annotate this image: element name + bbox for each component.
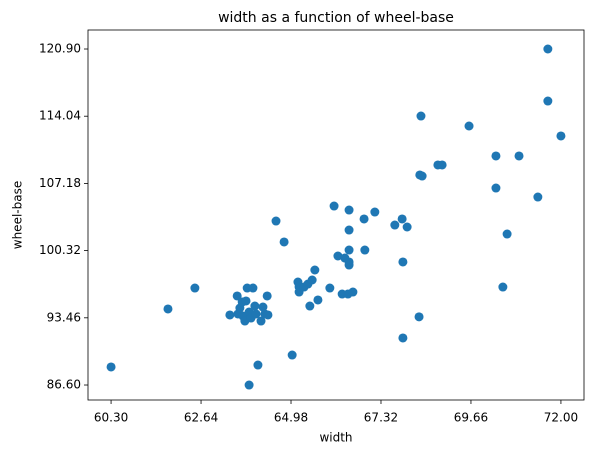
y-tick-label: 120.90	[39, 42, 81, 56]
point	[225, 310, 235, 320]
point	[514, 151, 524, 161]
point	[390, 220, 400, 230]
point	[279, 237, 289, 247]
point	[417, 171, 427, 181]
point	[533, 192, 543, 202]
point	[556, 131, 566, 141]
point	[263, 310, 273, 320]
point	[310, 265, 320, 275]
point	[287, 350, 297, 360]
point	[329, 201, 339, 211]
point	[232, 291, 242, 301]
point	[250, 301, 260, 311]
point	[251, 309, 261, 319]
point	[491, 151, 501, 161]
point	[416, 111, 426, 121]
y-tick-label: 100.32	[39, 243, 81, 257]
y-tick-label: 114.04	[39, 109, 81, 123]
point	[402, 222, 412, 232]
x-axis-label: width	[319, 431, 352, 445]
point	[248, 283, 258, 293]
point	[325, 283, 335, 293]
point	[359, 214, 369, 224]
point	[271, 216, 281, 226]
point	[262, 291, 272, 301]
y-tick-label: 86.60	[47, 378, 81, 392]
point	[370, 207, 380, 217]
plot-frame	[87, 29, 585, 401]
x-tick-label: 62.64	[184, 411, 218, 425]
chart-title: width as a function of wheel-base	[218, 10, 454, 26]
point	[333, 251, 343, 261]
point	[244, 380, 254, 390]
x-tick-label: 72.00	[544, 411, 578, 425]
point	[344, 260, 354, 270]
x-tick-label: 64.98	[274, 411, 308, 425]
x-tick-label: 60.30	[94, 411, 128, 425]
y-tick-label: 107.18	[39, 176, 81, 190]
point	[190, 283, 200, 293]
point	[397, 214, 407, 224]
y-tick-label: 93.46	[47, 310, 81, 324]
point	[305, 301, 315, 311]
point	[256, 316, 266, 326]
point	[241, 296, 251, 306]
point	[398, 333, 408, 343]
point	[360, 245, 370, 255]
point	[543, 44, 553, 54]
point	[414, 312, 424, 322]
point	[437, 160, 447, 170]
point	[313, 295, 323, 305]
point	[344, 205, 354, 215]
x-tick-label: 67.32	[364, 411, 398, 425]
point	[502, 229, 512, 239]
point	[106, 362, 116, 372]
point	[491, 183, 501, 193]
point	[344, 225, 354, 235]
point	[307, 275, 317, 285]
x-tick-label: 69.66	[454, 411, 488, 425]
point	[163, 304, 173, 314]
point	[253, 360, 263, 370]
y-axis-label: wheel-base	[11, 181, 25, 249]
point	[348, 287, 358, 297]
point	[344, 245, 354, 255]
point	[398, 257, 408, 267]
point	[464, 121, 474, 131]
point	[498, 282, 508, 292]
point	[258, 302, 268, 312]
point	[543, 96, 553, 106]
